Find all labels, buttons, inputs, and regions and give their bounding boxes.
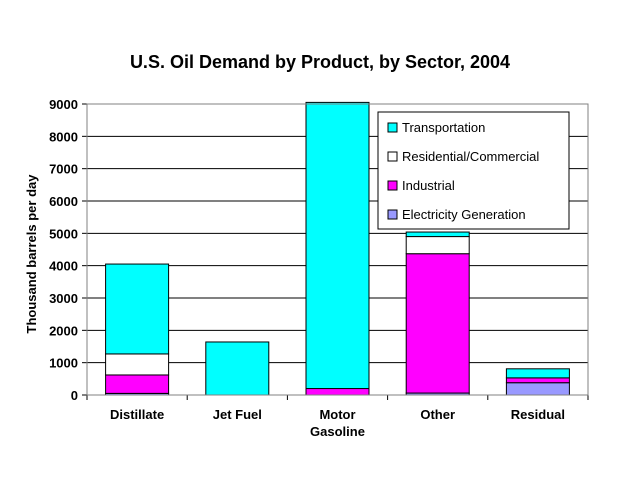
y-tick-label: 7000 [49, 162, 78, 177]
bar-segment [105, 263, 170, 355]
legend: Transportation Residential/Commercial Indu… [377, 111, 570, 230]
y-tick-label: 8000 [49, 129, 78, 144]
x-tick-label: Gasoline [310, 424, 365, 439]
x-tick-label: Distillate [110, 407, 164, 422]
y-tick-label: 0 [71, 388, 78, 403]
bar-segment [505, 377, 570, 384]
legend-swatch [387, 180, 398, 191]
bar-segment [205, 341, 270, 396]
bar-segment [505, 382, 570, 396]
legend-swatch [387, 122, 398, 133]
y-tick-label: 6000 [49, 194, 78, 209]
y-axis-label: Thousand barrels per day [24, 174, 39, 334]
bar-segment [405, 231, 470, 238]
x-tick-label: Residual [511, 407, 565, 422]
legend-label: Electricity Generation [402, 207, 526, 222]
bar-segment [105, 374, 170, 394]
y-tick-label: 5000 [49, 226, 78, 241]
bar-segment [305, 388, 370, 396]
legend-box [377, 111, 570, 230]
bar-segment [505, 368, 570, 379]
bar-segment [305, 101, 370, 390]
bar-segment [105, 353, 170, 376]
legend-swatch [387, 209, 398, 220]
y-tick-label: 4000 [49, 259, 78, 274]
bar-segment [405, 253, 470, 394]
y-tick-label: 3000 [49, 291, 78, 306]
x-tick-label: Motor [319, 407, 355, 422]
legend-label: Transportation [402, 120, 485, 135]
legend-label: Industrial [402, 178, 455, 193]
x-tick-label: Jet Fuel [213, 407, 262, 422]
legend-swatch [387, 151, 398, 162]
bar-segment [405, 236, 470, 255]
x-tick-label: Other [420, 407, 455, 422]
plot-border [86, 103, 589, 396]
legend-label: Residential/Commercial [402, 149, 539, 164]
chart-title: U.S. Oil Demand by Product, by Sector, 2… [130, 52, 510, 72]
y-tick-label: 1000 [49, 356, 78, 371]
y-tick-label: 2000 [49, 323, 78, 338]
y-tick-label: 9000 [49, 97, 78, 112]
